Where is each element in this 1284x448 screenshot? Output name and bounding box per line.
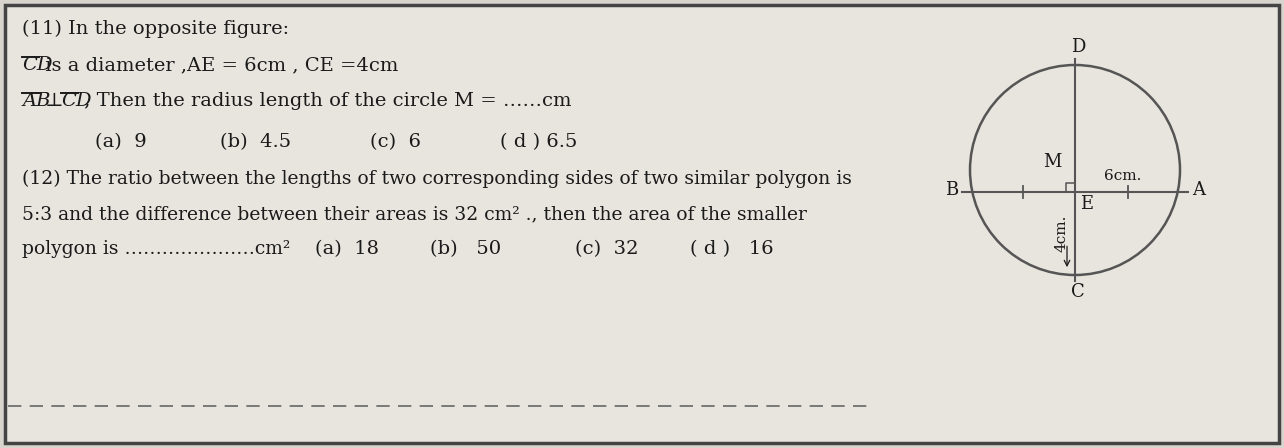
Text: M: M	[1044, 153, 1062, 171]
Text: ⊥: ⊥	[40, 92, 71, 110]
Text: E: E	[1080, 195, 1093, 213]
Text: , Then the radius length of the circle M = ……cm: , Then the radius length of the circle M…	[78, 92, 571, 110]
Text: ( d ) 6.5: ( d ) 6.5	[499, 133, 578, 151]
Text: (b)  4.5: (b) 4.5	[220, 133, 291, 151]
Text: (a)  18: (a) 18	[315, 240, 379, 258]
Text: D: D	[1071, 38, 1085, 56]
Text: 4cm.: 4cm.	[1054, 215, 1068, 252]
Text: (c)  6: (c) 6	[370, 133, 421, 151]
Text: polygon is …………………cm²: polygon is …………………cm²	[22, 240, 290, 258]
Text: AB: AB	[22, 92, 50, 110]
Text: A: A	[1192, 181, 1204, 199]
Text: (c)  32: (c) 32	[575, 240, 638, 258]
Text: CD: CD	[62, 92, 91, 110]
Text: (b)   50: (b) 50	[430, 240, 501, 258]
Text: C: C	[1071, 283, 1085, 301]
Text: CD: CD	[22, 56, 53, 74]
Text: 6cm.: 6cm.	[1104, 169, 1141, 183]
Text: (a)  9: (a) 9	[95, 133, 146, 151]
Text: 5:3 and the difference between their areas is 32 cm² ., then the area of the sma: 5:3 and the difference between their are…	[22, 205, 806, 223]
Text: (11) In the opposite figure:: (11) In the opposite figure:	[22, 20, 289, 38]
Text: ( d )   16: ( d ) 16	[690, 240, 774, 258]
Text: is a diameter ,AE = 6cm , CE =4cm: is a diameter ,AE = 6cm , CE =4cm	[40, 56, 399, 74]
Text: (12) The ratio between the lengths of two corresponding sides of two similar pol: (12) The ratio between the lengths of tw…	[22, 170, 851, 188]
Text: B: B	[945, 181, 958, 199]
